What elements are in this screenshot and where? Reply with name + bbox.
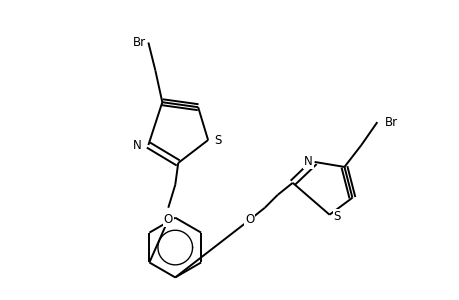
Text: O: O — [245, 213, 254, 226]
Text: S: S — [213, 134, 221, 146]
Text: S: S — [333, 210, 340, 223]
Text: Br: Br — [385, 116, 397, 129]
Text: N: N — [132, 139, 141, 152]
Text: Br: Br — [133, 36, 146, 49]
Text: N: N — [303, 155, 312, 168]
Text: O: O — [163, 213, 173, 226]
